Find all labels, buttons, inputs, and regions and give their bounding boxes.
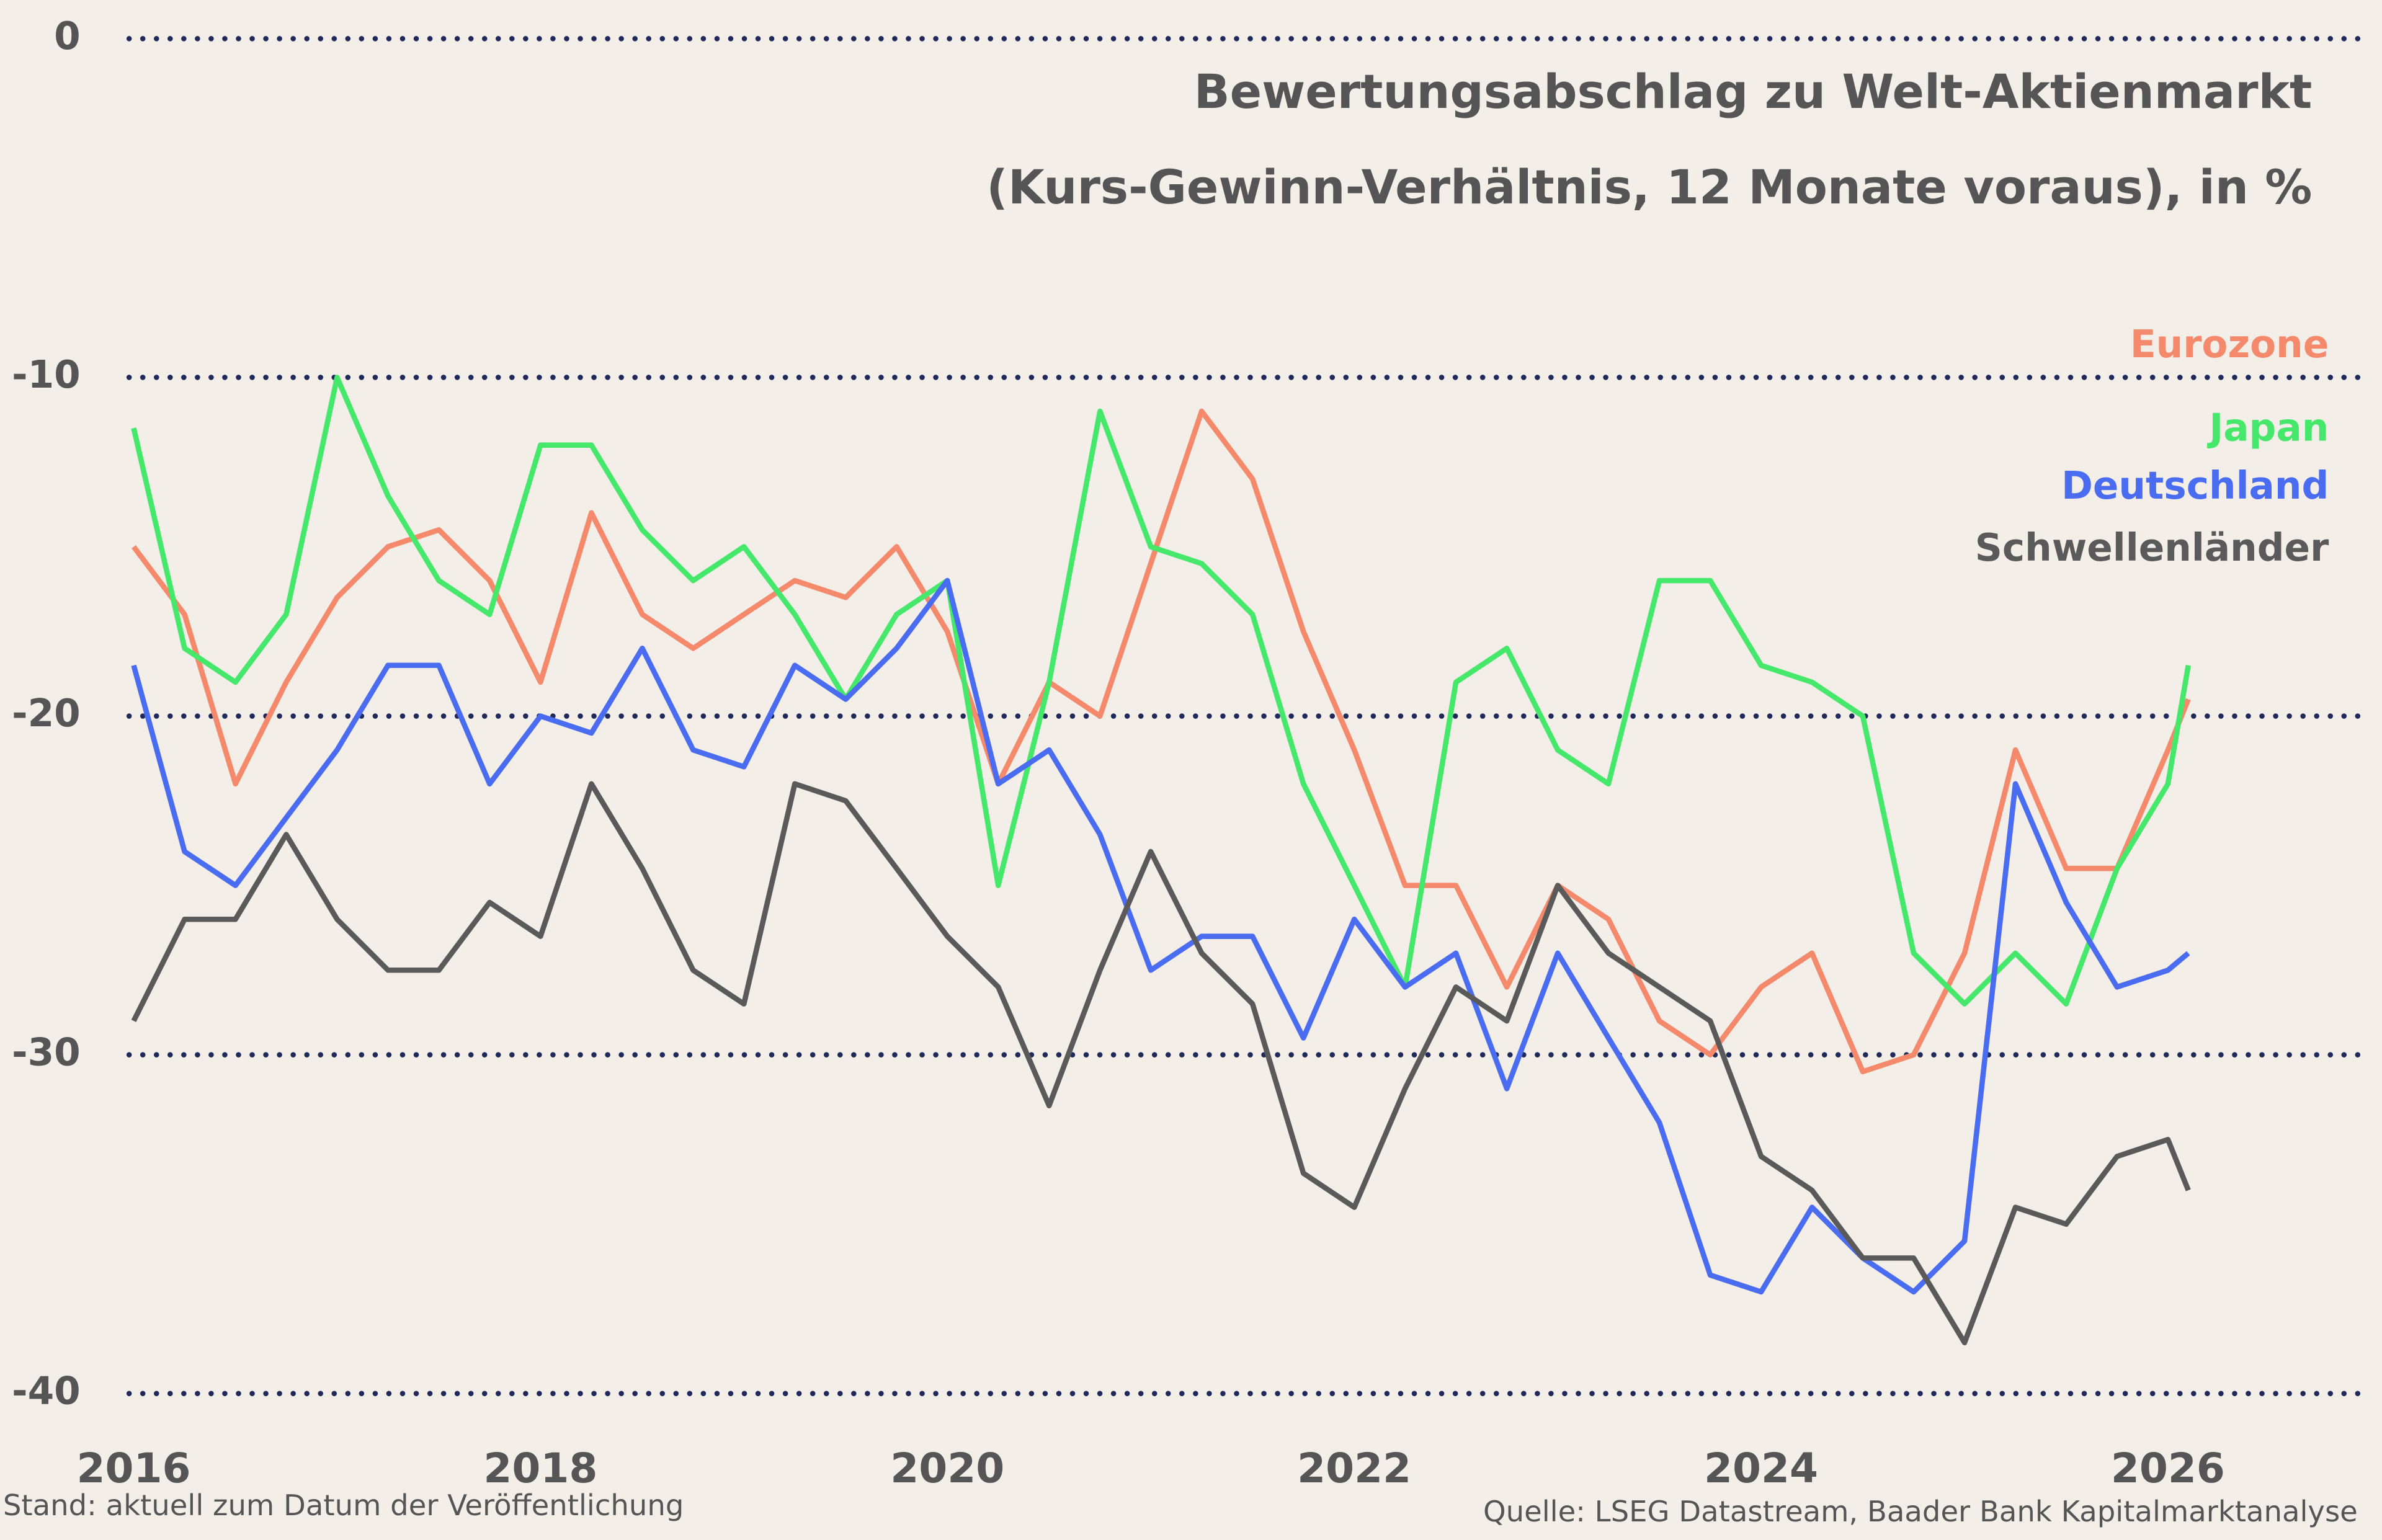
y-tick-label: -10 [12,353,81,397]
legend-label: Japan [2206,406,2329,450]
y-tick-label: -40 [12,1369,81,1413]
note: Stand: aktuell zum Datum der Veröffentli… [3,1489,684,1522]
legend-label: Eurozone [2130,323,2329,367]
series-line [131,375,2191,1007]
series-line [131,781,2191,1346]
source: Quelle: LSEG Datastream, Baader Bank Kap… [1483,1495,2358,1528]
y-tick-label: 0 [54,14,81,58]
chart-title: Bewertungsabschlag zu Welt-Aktienmarkt [1194,65,2313,119]
legend-label: Deutschland [2061,464,2329,508]
x-tick-label: 2024 [1704,1444,1818,1492]
x-tick-label: 2020 [890,1444,1004,1492]
series-line [132,408,2191,1075]
x-tick-label: 2026 [2111,1444,2225,1492]
legend-label: Schwellenländer [1975,526,2329,570]
x-tick-label: 2016 [77,1444,191,1492]
x-tick-label: 2022 [1297,1444,1411,1492]
x-tick-label: 2018 [483,1444,597,1492]
y-tick-label: -20 [12,692,81,736]
series-line [131,577,2190,1295]
y-tick-label: -30 [12,1030,81,1074]
chart-subtitle: (Kurs-Gewinn-Verhältnis, 12 Monate vorau… [986,160,2312,215]
